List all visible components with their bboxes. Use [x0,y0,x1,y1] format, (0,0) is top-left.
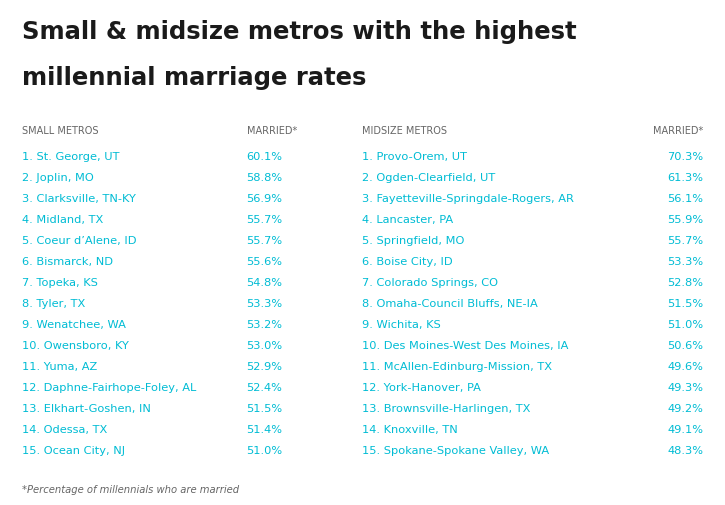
Text: 2. Ogden-Clearfield, UT: 2. Ogden-Clearfield, UT [362,172,496,182]
Text: 53.3%: 53.3% [247,298,283,308]
Text: 3. Fayetteville-Springdale-Rogers, AR: 3. Fayetteville-Springdale-Rogers, AR [362,193,574,204]
Text: 49.3%: 49.3% [667,382,703,392]
Text: 55.7%: 55.7% [247,235,283,245]
Text: millennial marriage rates: millennial marriage rates [22,66,366,89]
Text: 1. St. George, UT: 1. St. George, UT [22,152,119,162]
Text: 12. York-Hanover, PA: 12. York-Hanover, PA [362,382,481,392]
Text: 2. Joplin, MO: 2. Joplin, MO [22,172,94,182]
Text: 48.3%: 48.3% [667,445,703,455]
Text: MIDSIZE METROS: MIDSIZE METROS [362,126,447,136]
Text: 51.5%: 51.5% [247,403,283,413]
Text: 52.9%: 52.9% [247,361,283,371]
Text: 9. Wenatchee, WA: 9. Wenatchee, WA [22,319,125,329]
Text: 51.5%: 51.5% [667,298,703,308]
Text: 49.2%: 49.2% [668,403,703,413]
Text: 10. Owensboro, KY: 10. Owensboro, KY [22,340,128,350]
Text: 51.0%: 51.0% [247,445,283,455]
Text: 55.9%: 55.9% [667,215,703,224]
Text: 8. Omaha-Council Bluffs, NE-IA: 8. Omaha-Council Bluffs, NE-IA [362,298,538,308]
Text: *Percentage of millennials who are married: *Percentage of millennials who are marri… [22,484,239,494]
Text: 51.0%: 51.0% [667,319,703,329]
Text: 4. Midland, TX: 4. Midland, TX [22,215,103,224]
Text: 5. Springfield, MO: 5. Springfield, MO [362,235,465,245]
Text: 13. Brownsville-Harlingen, TX: 13. Brownsville-Harlingen, TX [362,403,531,413]
Text: 52.4%: 52.4% [247,382,282,392]
Text: 6. Boise City, ID: 6. Boise City, ID [362,257,453,266]
Text: 52.8%: 52.8% [667,277,703,287]
Text: 7. Colorado Springs, CO: 7. Colorado Springs, CO [362,277,499,287]
Text: 11. McAllen-Edinburg-Mission, TX: 11. McAllen-Edinburg-Mission, TX [362,361,552,371]
Text: 13. Elkhart-Goshen, IN: 13. Elkhart-Goshen, IN [22,403,151,413]
Text: 8. Tyler, TX: 8. Tyler, TX [22,298,85,308]
Text: 9. Wichita, KS: 9. Wichita, KS [362,319,442,329]
Text: 6. Bismarck, ND: 6. Bismarck, ND [22,257,113,266]
Text: 7. Topeka, KS: 7. Topeka, KS [22,277,98,287]
Text: 55.6%: 55.6% [247,257,283,266]
Text: 51.4%: 51.4% [247,424,283,434]
Text: 53.0%: 53.0% [247,340,283,350]
Text: 12. Daphne-Fairhope-Foley, AL: 12. Daphne-Fairhope-Foley, AL [22,382,196,392]
Text: 4. Lancaster, PA: 4. Lancaster, PA [362,215,454,224]
Text: 3. Clarksville, TN-KY: 3. Clarksville, TN-KY [22,193,136,204]
Text: 49.1%: 49.1% [667,424,703,434]
Text: 15. Ocean City, NJ: 15. Ocean City, NJ [22,445,125,455]
Text: MARRIED*: MARRIED* [653,126,703,136]
Text: 54.8%: 54.8% [247,277,283,287]
Text: 11. Yuma, AZ: 11. Yuma, AZ [22,361,97,371]
Text: 14. Knoxville, TN: 14. Knoxville, TN [362,424,458,434]
Text: 53.3%: 53.3% [667,257,703,266]
Text: 55.7%: 55.7% [667,235,703,245]
Text: 53.2%: 53.2% [247,319,283,329]
Text: 14. Odessa, TX: 14. Odessa, TX [22,424,107,434]
Text: 55.7%: 55.7% [247,215,283,224]
Text: 61.3%: 61.3% [667,172,703,182]
Text: 56.9%: 56.9% [247,193,283,204]
Text: 49.6%: 49.6% [668,361,703,371]
Text: 50.6%: 50.6% [667,340,703,350]
Text: 70.3%: 70.3% [667,152,703,162]
Text: Small & midsize metros with the highest: Small & midsize metros with the highest [22,20,576,44]
Text: SMALL METROS: SMALL METROS [22,126,99,136]
Text: 56.1%: 56.1% [667,193,703,204]
Text: MARRIED*: MARRIED* [247,126,297,136]
Text: 60.1%: 60.1% [247,152,283,162]
Text: 5. Coeur d’Alene, ID: 5. Coeur d’Alene, ID [22,235,136,245]
Text: 1. Provo-Orem, UT: 1. Provo-Orem, UT [362,152,468,162]
Text: 58.8%: 58.8% [247,172,283,182]
Text: 10. Des Moines-West Des Moines, IA: 10. Des Moines-West Des Moines, IA [362,340,569,350]
Text: 15. Spokane-Spokane Valley, WA: 15. Spokane-Spokane Valley, WA [362,445,550,455]
